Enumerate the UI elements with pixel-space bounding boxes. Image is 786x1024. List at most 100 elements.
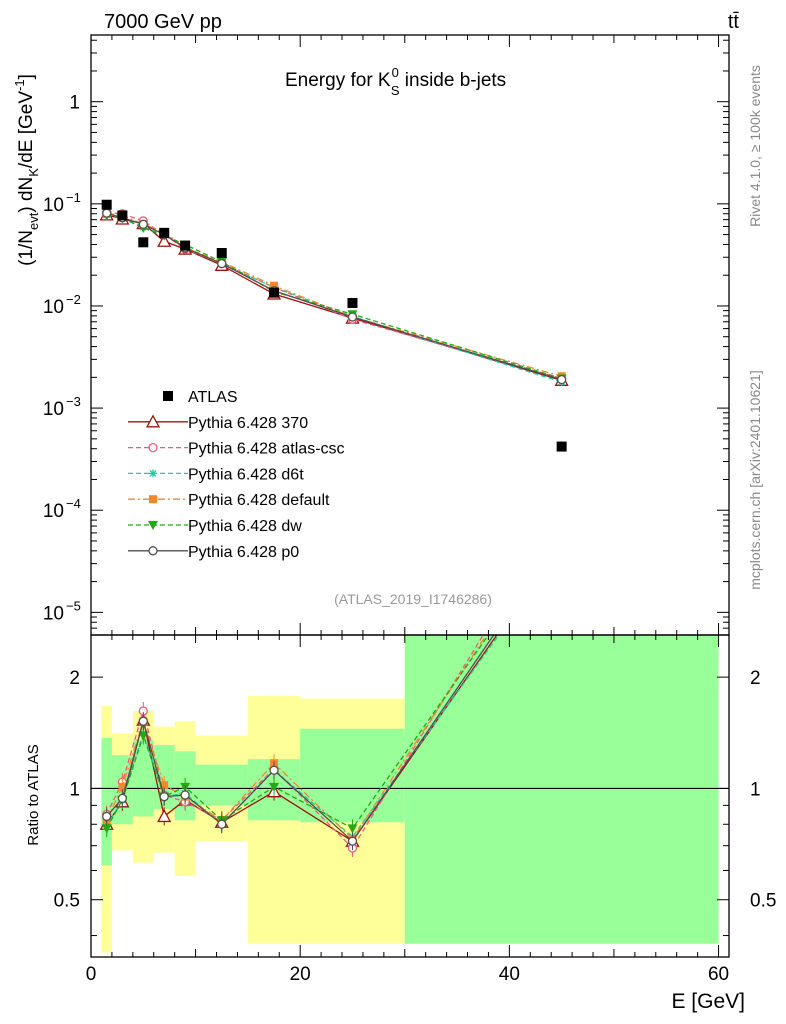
series-pythia-6-428-dw [101,211,567,384]
atlas-data-point [138,237,149,248]
legend-marker-pythia-6-428-370 [145,414,161,428]
chart-title-sup: 0 [392,65,399,80]
ratio-y-tick-label: 2 [69,668,80,689]
legend: ATLAS Pythia 6.428 370 Pythia 6.428 atlas-… [128,389,345,561]
ratio-point-pythia-6-428-p0 [117,793,128,804]
x-tick-label: 20 [290,964,311,985]
y-axis-label-c: /dE [GeV [16,91,37,168]
legend-item-pythia-6-428-p0: Pythia 6.428 p0 [128,544,299,561]
atlas-data-point [117,210,128,221]
ratio-plot-frame [90,634,730,958]
legend-item-pythia-6-428-d6t: Pythia 6.428 d6t [128,466,304,483]
series-point-pythia-6-428-370 [157,233,172,247]
legend-item-atlas: ATLAS [163,389,238,406]
y-tick-label-exponent: −1 [66,190,81,205]
y-tick-label: 10 [43,195,64,216]
mcplots-label: mcplots.cern.ch [arXiv:2401.10621] [747,370,763,589]
ratio-series-pythia-6-428-p0 [102,635,495,851]
legend-marker-pythia-6-428-dw [148,521,158,530]
y-axis-label-b: ) dN [16,177,37,213]
atlas-data-point [180,240,191,251]
y-tick-label: 10 [43,297,64,318]
y-tick-label-exponent: −3 [66,394,81,409]
analysis-watermark: (ATLAS_2019_I1746286) [334,591,492,607]
legend-label-atlas: ATLAS [188,389,238,406]
legend-marker-pythia-6-428-atlas-csc [148,442,158,453]
ratio-point-pythia-6-428-370 [157,809,172,823]
atlas-data-point [101,199,112,210]
ratio-point-pythia-6-428-p0 [138,716,148,726]
legend-label-pythia-6-428-p0: Pythia 6.428 p0 [188,544,299,561]
ratio-point-pythia-6-428-dw [269,782,280,792]
y-axis-label-d: ] [16,74,37,79]
uncertainty-band-green-8 [404,635,719,944]
atlas-data-point [159,227,170,238]
series-atlas [101,199,567,452]
atlas-data-point [216,248,227,259]
atlas-data-point [347,297,358,308]
chart-title-rest: inside b-jets [400,70,507,91]
y-tick-label-exponent: −2 [66,292,81,307]
ratio-point-pythia-6-428-default [160,781,169,790]
y-axis-label-a-sub: evt [26,212,41,230]
y-axis-label-a: (1/N [16,230,37,266]
series-pythia-6-428-default [102,209,566,381]
ratio-point-pythia-6-428-p0 [217,819,227,829]
ratio-plot-series [99,635,500,858]
series-line-pythia-6-428-dw [106,214,562,380]
series-point-pythia-6-428-p0 [102,208,112,218]
ratio-point-pythia-6-428-dw [347,824,358,834]
uncertainty-band-green-5 [195,764,248,806]
ratio-y-tick-label-right: 1 [750,779,761,800]
ratio-point-pythia-6-428-p0 [159,792,169,802]
beam-energy-label: 7000 GeV pp [104,11,222,33]
x-axis-label: E [GeV] [671,990,745,1013]
series-line-pythia-6-428-default [106,213,562,377]
legend-marker-pythia-6-428-p0 [148,546,158,556]
atlas-data-point [269,287,280,298]
legend-item-pythia-6-428-370: Pythia 6.428 370 [128,414,308,432]
series-point-pythia-6-428-default [270,281,279,290]
y-tick-label: 10 [43,399,64,420]
ratio-point-pythia-6-428-dw [138,731,149,741]
series-pythia-6-428-p0 [102,208,567,385]
ratio-y-axis-label: Ratio to ATLAS [25,744,42,845]
x-tick-label: 60 [708,964,729,985]
ratio-point-pythia-6-428-p0 [269,765,279,775]
ratio-point-pythia-6-428-p0 [180,790,190,800]
rivet-version-label: Rivet 4.1.0, ≥ 100k events [747,65,763,227]
y-axis-label: (1/Nevt) dNK/dE [GeV-1] [12,74,41,266]
legend-label-pythia-6-428-d6t: Pythia 6.428 d6t [188,466,304,483]
ratio-point-pythia-6-428-p0 [102,811,112,822]
legend-item-pythia-6-428-atlas-csc: Pythia 6.428 atlas-csc [128,441,345,458]
series-point-pythia-6-428-p0 [557,374,567,385]
ratio-point-pythia-6-428-default [118,782,127,791]
y-tick-label: 10 [43,603,64,624]
y-tick-label: 10 [43,501,64,522]
series-point-pythia-6-428-p0 [217,258,227,269]
ratio-point-pythia-6-428-p0 [347,836,358,846]
series-point-pythia-6-428-p0 [347,312,358,322]
ratio-y-tick-label: 0.5 [54,891,80,912]
chart-title-sub: S [391,83,400,98]
series-line-pythia-6-428-p0 [106,212,562,381]
legend-label-pythia-6-428-default: Pythia 6.428 default [188,492,330,509]
uncertainty-band-green-2 [132,740,154,817]
main-plot-series [99,199,569,452]
chart-title: Energy for K0 S inside b-jets [285,65,506,98]
process-label: tt̄ [728,11,740,33]
legend-marker-pythia-6-428-default [149,495,157,504]
series-line-pythia-6-428-atlas-csc [106,211,562,380]
x-tick-label: 40 [499,964,520,985]
legend-label-pythia-6-428-370: Pythia 6.428 370 [188,415,308,432]
legend-label-pythia-6-428-dw: Pythia 6.428 dw [188,518,302,535]
ratio-y-tick-label-right: 2 [750,668,761,689]
y-tick-label-exponent: −4 [66,496,81,511]
legend-item-pythia-6-428-default: Pythia 6.428 default [128,492,330,509]
y-tick-label: 1 [69,93,80,114]
ratio-point-pythia-6-428-dw [101,824,112,834]
y-axis-label-c-sup: -1 [12,79,27,91]
uncertainty-band-green-0 [101,737,112,866]
